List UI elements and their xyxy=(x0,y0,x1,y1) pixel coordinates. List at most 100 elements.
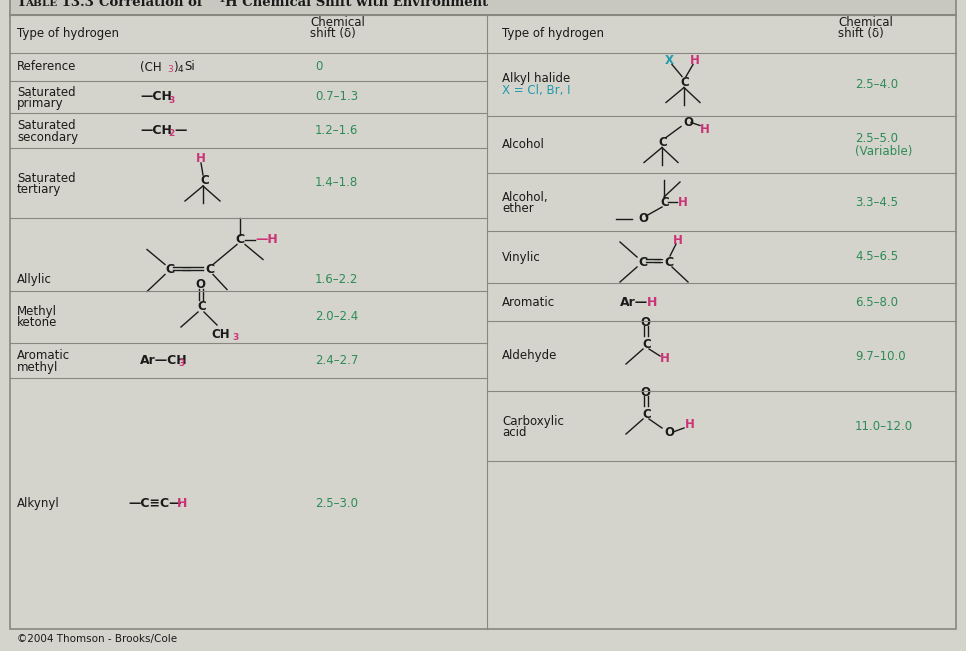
Text: 1.2–1.6: 1.2–1.6 xyxy=(315,124,358,137)
Text: 3.3–4.5: 3.3–4.5 xyxy=(855,195,898,208)
Text: H: H xyxy=(196,152,206,165)
Text: ketone: ketone xyxy=(17,316,57,329)
Text: C: C xyxy=(642,337,651,350)
Text: 2: 2 xyxy=(168,130,174,139)
Text: —: — xyxy=(174,124,186,137)
Text: Saturated: Saturated xyxy=(17,171,75,184)
Text: H: H xyxy=(678,195,688,208)
Text: —C≡C—: —C≡C— xyxy=(128,497,182,510)
Text: Ar—: Ar— xyxy=(620,296,648,309)
Text: Chemical: Chemical xyxy=(838,16,893,29)
Text: Alkyl halide: Alkyl halide xyxy=(502,72,570,85)
Text: (Variable): (Variable) xyxy=(855,145,912,158)
Text: —CH: —CH xyxy=(140,90,172,104)
Text: Saturated: Saturated xyxy=(17,119,75,132)
Text: H: H xyxy=(177,497,187,510)
Text: 2.5–5.0: 2.5–5.0 xyxy=(855,132,898,145)
Text: H Chemical Shift with Environment: H Chemical Shift with Environment xyxy=(225,0,488,10)
Text: X: X xyxy=(665,54,674,67)
Text: ©2004 Thomson - Brooks/Cole: ©2004 Thomson - Brooks/Cole xyxy=(17,634,177,644)
Text: 1.6–2.2: 1.6–2.2 xyxy=(315,273,358,286)
Text: O: O xyxy=(664,426,674,439)
Text: —H: —H xyxy=(255,233,278,246)
Text: secondary: secondary xyxy=(17,131,78,144)
Text: 3: 3 xyxy=(168,96,174,105)
Text: Ar—CH: Ar—CH xyxy=(140,354,187,367)
Text: C: C xyxy=(658,136,667,149)
Text: —CH: —CH xyxy=(140,124,172,137)
Text: 6.5–8.0: 6.5–8.0 xyxy=(855,296,898,309)
Text: =: = xyxy=(181,264,192,277)
Text: =: = xyxy=(652,256,664,270)
Text: Aromatic: Aromatic xyxy=(502,296,555,309)
Text: Correlation of: Correlation of xyxy=(99,0,207,10)
Text: 11.0–12.0: 11.0–12.0 xyxy=(855,419,913,432)
Text: shift (δ): shift (δ) xyxy=(838,27,884,40)
Text: 3: 3 xyxy=(167,66,173,74)
Text: O: O xyxy=(683,116,693,129)
Text: 2.5–3.0: 2.5–3.0 xyxy=(315,497,358,510)
Text: Si: Si xyxy=(184,61,195,74)
Text: 2.0–2.4: 2.0–2.4 xyxy=(315,311,358,324)
Text: H: H xyxy=(685,417,695,430)
Text: Methyl: Methyl xyxy=(17,305,57,318)
Bar xyxy=(10,0,956,15)
Text: O: O xyxy=(640,316,650,329)
Text: 9.7–10.0: 9.7–10.0 xyxy=(855,350,906,363)
Text: Alcohol,: Alcohol, xyxy=(502,191,549,204)
Text: C: C xyxy=(165,263,174,276)
Text: Vinylic: Vinylic xyxy=(502,251,541,264)
Text: 3: 3 xyxy=(232,333,239,342)
Text: C: C xyxy=(638,255,647,268)
Text: tertiary: tertiary xyxy=(17,184,62,197)
Text: C: C xyxy=(660,195,668,208)
Text: shift (δ): shift (δ) xyxy=(310,27,355,40)
Text: Carboxylic: Carboxylic xyxy=(502,415,564,428)
Text: 13.3: 13.3 xyxy=(57,0,99,10)
Text: O: O xyxy=(638,212,648,225)
Text: Chemical: Chemical xyxy=(310,16,365,29)
Text: 3: 3 xyxy=(178,359,185,368)
Text: H: H xyxy=(660,352,669,365)
Text: 1.4–1.8: 1.4–1.8 xyxy=(315,176,358,189)
Text: C: C xyxy=(197,301,206,314)
Text: Aldehyde: Aldehyde xyxy=(502,350,557,363)
Text: CH: CH xyxy=(211,327,230,340)
Text: C: C xyxy=(664,255,673,268)
Text: Aromatic: Aromatic xyxy=(17,349,71,362)
Text: 4: 4 xyxy=(178,66,184,74)
Text: primary: primary xyxy=(17,98,64,111)
Text: O: O xyxy=(640,385,650,398)
Text: acid: acid xyxy=(502,426,526,439)
Text: C: C xyxy=(205,263,214,276)
Text: Type of hydrogen: Type of hydrogen xyxy=(17,27,119,40)
Text: C: C xyxy=(680,76,689,89)
Text: 1: 1 xyxy=(219,0,226,3)
Text: X = Cl, Br, I: X = Cl, Br, I xyxy=(502,84,571,97)
Text: methyl: methyl xyxy=(17,361,58,374)
Text: Alkynyl: Alkynyl xyxy=(17,497,60,510)
Text: Type of hydrogen: Type of hydrogen xyxy=(502,27,604,40)
Text: ): ) xyxy=(173,61,178,74)
Text: H: H xyxy=(690,54,700,67)
Text: 4.5–6.5: 4.5–6.5 xyxy=(855,251,898,264)
Text: Allylic: Allylic xyxy=(17,273,52,286)
Text: (CH: (CH xyxy=(140,61,161,74)
Text: C: C xyxy=(642,408,651,421)
Text: H: H xyxy=(673,234,683,247)
Text: 0: 0 xyxy=(315,61,323,74)
Text: Alcohol: Alcohol xyxy=(502,138,545,151)
Text: Saturated: Saturated xyxy=(17,85,75,98)
Text: 2.5–4.0: 2.5–4.0 xyxy=(855,78,898,91)
Text: O: O xyxy=(195,279,205,292)
Text: ether: ether xyxy=(502,202,534,215)
Text: ABLE: ABLE xyxy=(25,0,57,8)
Text: T: T xyxy=(17,0,27,10)
Text: 2.4–2.7: 2.4–2.7 xyxy=(315,354,358,367)
Text: C: C xyxy=(200,174,209,187)
Text: H: H xyxy=(700,123,710,136)
Text: H: H xyxy=(647,296,658,309)
Text: C: C xyxy=(235,233,244,246)
Text: Reference: Reference xyxy=(17,61,76,74)
Text: 0.7–1.3: 0.7–1.3 xyxy=(315,90,358,104)
